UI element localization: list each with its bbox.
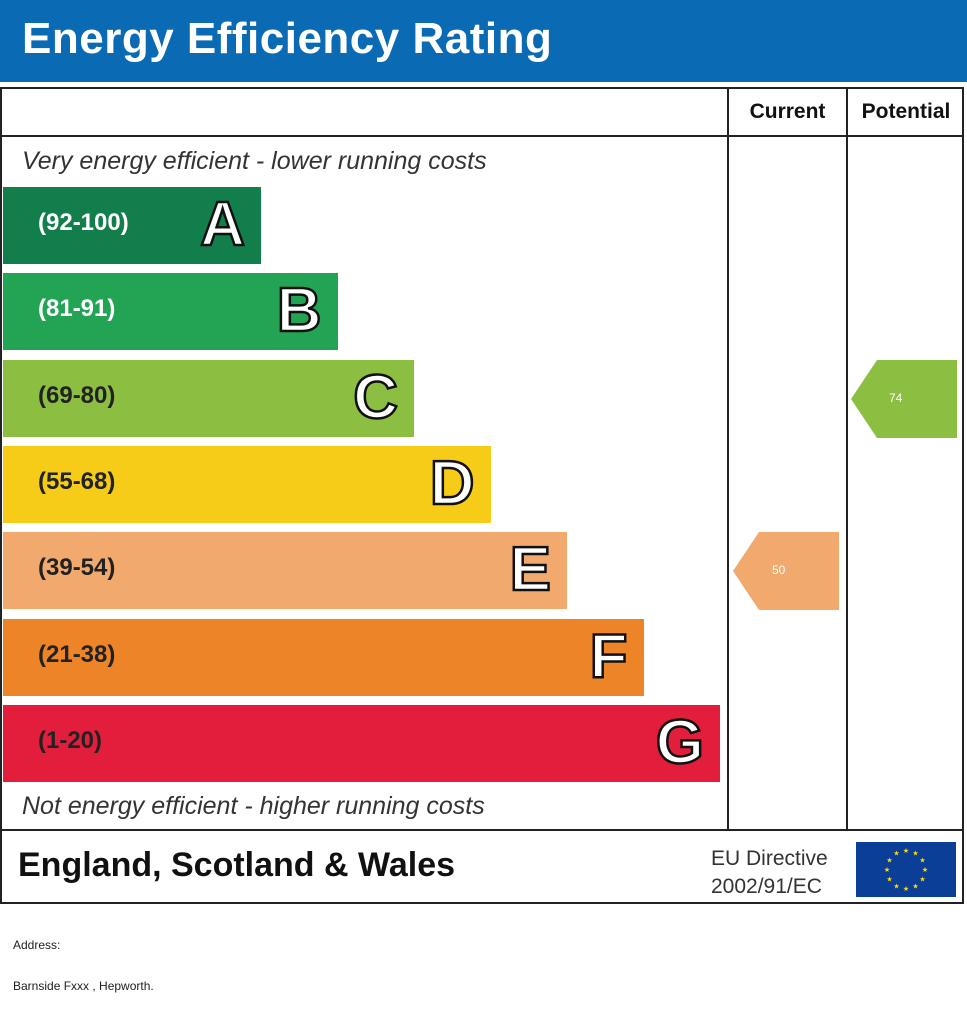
flag-star: ★ <box>912 850 918 858</box>
band-c: (69-80) C <box>3 359 414 437</box>
flag-star: ★ <box>886 876 892 884</box>
flag-star: ★ <box>922 866 928 874</box>
eu-directive-line1: EU Directive <box>711 847 828 870</box>
flag-star: ★ <box>903 847 909 855</box>
region-label: England, Scotland & Wales <box>18 846 456 884</box>
potential-column-divider <box>846 87 848 831</box>
efficient-note: Very energy efficient - lower running co… <box>22 147 487 175</box>
band-d: (55-68) D <box>3 445 491 523</box>
current-column-divider <box>727 87 729 831</box>
page-title: Energy Efficiency Rating <box>22 14 553 63</box>
header-divider <box>0 135 964 137</box>
band-range-label: (69-80) <box>38 381 116 409</box>
flag-star: ★ <box>919 876 925 884</box>
band-g: (1-20) G <box>3 704 720 782</box>
band-range-label: (55-68) <box>38 467 116 495</box>
band-letter: B <box>275 275 322 347</box>
current-rating-value: 50 <box>772 563 786 578</box>
flag-star: ★ <box>884 866 890 874</box>
potential-rating-value: 74 <box>889 390 903 405</box>
band-letter: E <box>508 534 552 606</box>
current-column-header: Current <box>749 100 826 123</box>
footer-divider <box>0 829 964 831</box>
flag-star: ★ <box>893 882 899 890</box>
potential-arrow-shape <box>851 359 957 438</box>
eu-directive-line2: 2002/91/EC <box>711 875 822 898</box>
band-b: (81-91) B <box>3 273 338 351</box>
band-f: (21-38) F <box>3 618 644 696</box>
address-value: Barnside Fxxx , Hepworth. <box>13 979 154 993</box>
eu-directive: EU Directive 2002/91/EC <box>711 845 828 901</box>
band-letter: A <box>199 189 246 261</box>
band-e: (39-54) E <box>3 532 567 610</box>
flag-star: ★ <box>886 857 892 865</box>
band-letter: G <box>655 707 706 779</box>
potential-rating-arrow: 74 <box>851 359 957 438</box>
inefficient-note: Not energy efficient - higher running co… <box>22 792 485 820</box>
band-letter: D <box>428 448 475 520</box>
band-range-label: (92-100) <box>38 209 129 236</box>
potential-column-header: Potential <box>861 100 951 123</box>
band-range-label: (39-54) <box>38 554 116 582</box>
flag-star: ★ <box>912 882 918 890</box>
flag-star: ★ <box>903 885 909 893</box>
current-arrow-shape <box>733 532 839 611</box>
address-label: Address: <box>13 938 61 952</box>
flag-star: ★ <box>919 857 925 865</box>
band-range-label: (1-20) <box>38 726 103 754</box>
band-a: (92-100) A <box>3 187 261 264</box>
rating-frame <box>0 87 964 904</box>
band-letter: F <box>588 620 628 692</box>
eu-flag-icon: ★ ★★★★★★★★★★★ <box>856 842 956 897</box>
current-rating-arrow: 50 <box>733 532 839 611</box>
flag-star: ★ <box>893 850 899 858</box>
band-range-label: (21-38) <box>38 640 116 668</box>
title-bar: Energy Efficiency Rating <box>0 0 967 82</box>
band-letter: C <box>352 361 399 433</box>
band-range-label: (81-91) <box>38 295 116 323</box>
